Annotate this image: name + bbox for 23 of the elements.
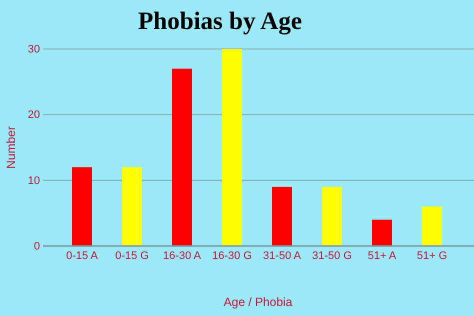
y-axis-title: Number <box>4 126 18 169</box>
y-tick-label: 10 <box>28 174 40 187</box>
x-tick-label: 0-15 G <box>115 250 149 262</box>
y-tick-label: 0 <box>34 240 40 253</box>
bar <box>422 206 442 246</box>
x-tick-label: 51+ G <box>416 250 448 262</box>
bar <box>222 49 242 246</box>
x-axis-title: Age / Phobia <box>224 295 293 309</box>
y-tick-label: 30 <box>28 44 40 56</box>
chart-title: Phobias by Age <box>138 8 302 35</box>
bar <box>322 186 342 246</box>
y-tick-label: 20 <box>28 109 40 122</box>
x-tick-label: 0-15 A <box>66 250 99 262</box>
bar <box>122 167 142 246</box>
x-tick-label: 16-30 A <box>163 250 202 262</box>
x-tick-label: 51+ A <box>368 250 397 262</box>
x-tick-label: 31-50 G <box>312 250 352 262</box>
bar <box>272 186 292 246</box>
bar <box>72 167 92 246</box>
x-tick-label: 31-50 A <box>263 250 302 262</box>
bar <box>372 220 392 246</box>
x-tick-label: 16-30 G <box>212 250 252 262</box>
bar <box>172 68 192 246</box>
